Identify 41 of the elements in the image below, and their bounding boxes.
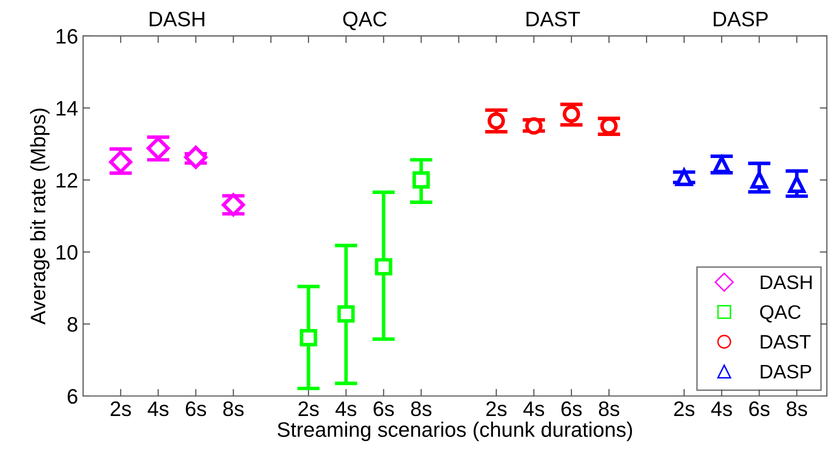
point — [300, 328, 318, 346]
x-tick-label: 2s — [674, 401, 694, 416]
text: DASP — [714, 12, 768, 26]
legend-label: DAST — [760, 334, 811, 349]
y-axis-title: Average bit rate (Mbps) — [30, 108, 50, 325]
x-tick-label: 4s — [523, 402, 544, 416]
y-tick-label: 12 — [56, 172, 78, 188]
x-tick-label: 8s — [223, 401, 244, 416]
x-tick-label: 4s — [711, 402, 732, 416]
text: DASH — [150, 12, 204, 26]
point — [337, 305, 355, 323]
legend-label: DASH — [760, 275, 812, 290]
x-tick-label: 6s — [749, 401, 770, 416]
point — [675, 168, 693, 186]
text: DAST — [526, 12, 580, 26]
y-tick-label: 16 — [56, 28, 78, 44]
x-axis-title: Streaming scenarios (chunk durations) — [278, 422, 632, 442]
x-tick-label: 2s — [298, 401, 319, 416]
x-tick-label: 2s — [110, 401, 131, 416]
point — [488, 112, 505, 130]
y-tick-label: 10 — [56, 244, 78, 260]
x-tick-label: 2s — [486, 401, 507, 416]
x-tick-label: 6s — [374, 401, 394, 416]
x-tick-label: 8s — [786, 401, 808, 416]
point — [750, 171, 768, 189]
y-tick-label: 14 — [56, 101, 78, 116]
x-tick-label: 8s — [411, 401, 432, 416]
x-tick-label: 8s — [598, 401, 620, 416]
legend-label: QAC — [760, 305, 801, 322]
point — [412, 171, 430, 189]
point — [374, 258, 392, 276]
y-tick-label: 6 — [68, 389, 78, 404]
x-tick-label: 4s — [148, 402, 168, 416]
x-tick-label: 6s — [561, 401, 582, 416]
y-tick-label: 8 — [68, 316, 78, 332]
legend-label: DASP — [760, 364, 812, 379]
x-tick-label: 6s — [186, 401, 206, 416]
point — [184, 146, 208, 169]
x-tick-label: 4s — [336, 402, 356, 416]
text: QAC — [343, 12, 387, 30]
point — [562, 105, 580, 123]
